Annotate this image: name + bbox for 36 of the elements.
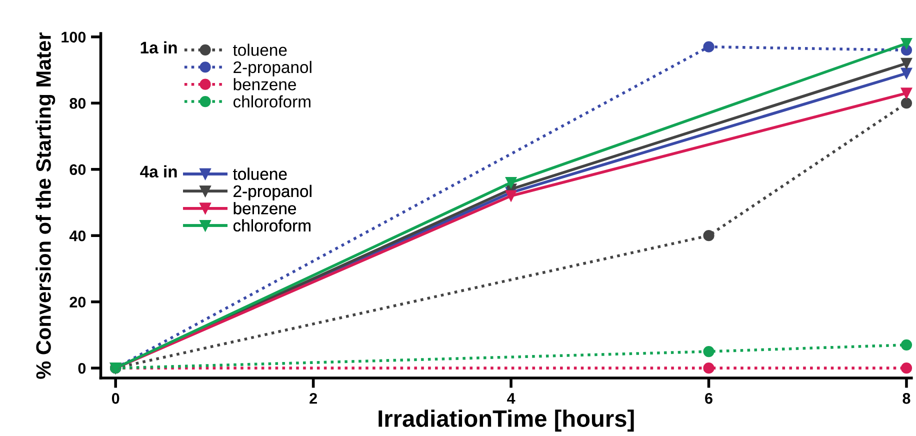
y-tick-label: 100 — [62, 32, 86, 43]
point — [703, 41, 714, 52]
point — [900, 68, 912, 79]
legend-label: chloroform — [233, 219, 310, 232]
annotation: 4a in — [140, 165, 177, 178]
y-tick-label: 60 — [70, 164, 86, 176]
point — [900, 362, 912, 374]
x-tick-label: 4 — [507, 393, 516, 404]
legend-label: benzene — [234, 78, 296, 90]
annotation: 1a in — [140, 41, 177, 54]
y-tick-label: 40 — [69, 230, 86, 242]
y-tick-label: 0 — [78, 362, 86, 374]
point — [900, 339, 912, 350]
y-tick-label: 80 — [70, 98, 86, 109]
legend-label: toluene — [233, 44, 287, 56]
point — [703, 230, 714, 242]
x-tick-label: 8 — [902, 393, 910, 404]
point — [703, 362, 714, 374]
point — [900, 98, 912, 109]
point — [505, 190, 517, 202]
x-axis-title: IrradiationTime [hours] — [378, 410, 634, 432]
legend-label: benzene — [234, 202, 296, 214]
point — [703, 346, 714, 358]
point — [900, 58, 912, 69]
point — [900, 38, 912, 50]
point — [505, 177, 517, 188]
legend-label: chloroform — [233, 95, 310, 108]
x-tick-label: 0 — [112, 393, 120, 404]
point — [900, 88, 912, 99]
legend-label: toluene — [233, 168, 287, 180]
x-tick-label: 6 — [705, 393, 712, 404]
y-tick-label: 20 — [70, 296, 86, 308]
y-axis-title: % Conversion of the Starting Mater — [36, 32, 56, 379]
legend-label: 2-propanol — [234, 60, 312, 76]
legend-label: 2-propanol — [234, 184, 312, 200]
x-tick-label: 2 — [310, 393, 317, 404]
